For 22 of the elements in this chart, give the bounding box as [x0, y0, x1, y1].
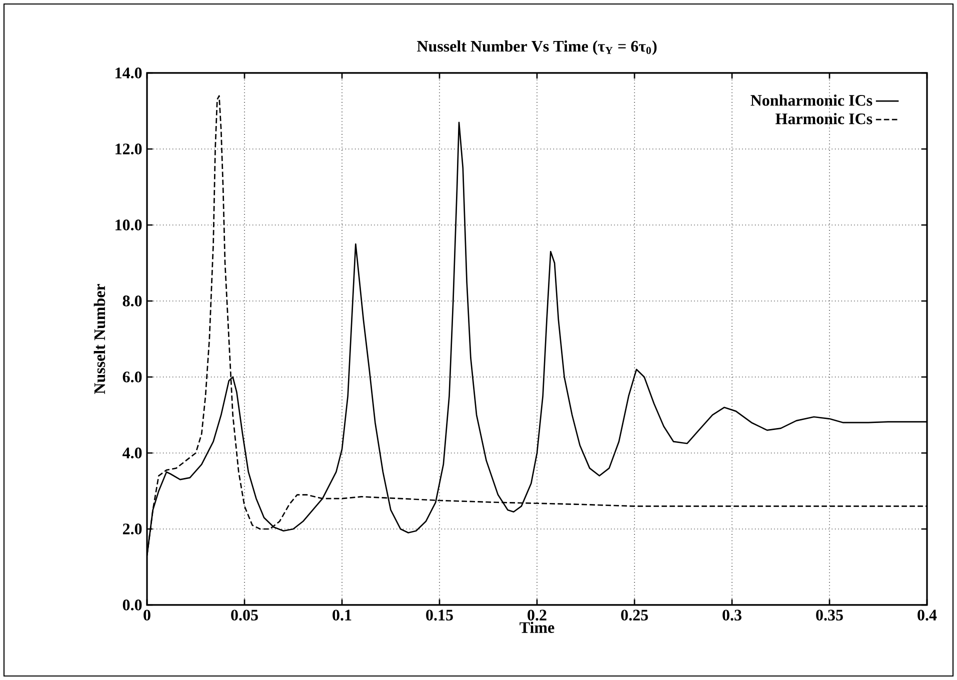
x-tick-label: 0.35 [816, 610, 843, 621]
y-tick-label: 10.0 [116, 220, 142, 230]
x-axis-title: Time [520, 622, 554, 633]
y-tick-label: 12.0 [116, 144, 142, 154]
y-tick-label: 8.0 [122, 296, 142, 306]
x-tick-label: 0 [144, 610, 150, 620]
y-tick-label: 14.0 [116, 68, 142, 78]
x-tick-label: 0.05 [231, 610, 258, 621]
x-tick-label: 0.4 [918, 610, 937, 621]
x-tick-label: 0.3 [722, 610, 742, 621]
y-tick-label: 6.0 [122, 372, 142, 382]
y-tick-label: 2.0 [122, 524, 142, 534]
legend-label: Nonharmonic ICs [750, 94, 872, 106]
x-tick-label: 0.2 [528, 610, 546, 621]
chart-title: Nusselt Number Vs Time (τ$_{Y}$ = 6τ$_{0}$) [417, 40, 657, 55]
x-tick-label: 0.1 [332, 610, 352, 621]
y-tick-label: 0.0 [122, 600, 142, 610]
x-tick-label: 0.25 [621, 610, 648, 621]
y-axis-title: Nusselt Number [94, 284, 106, 394]
y-tick-label: 4.0 [122, 448, 142, 458]
x-tick-label: 0.15 [426, 610, 453, 621]
legend-label: Harmonic ICs [776, 112, 872, 124]
